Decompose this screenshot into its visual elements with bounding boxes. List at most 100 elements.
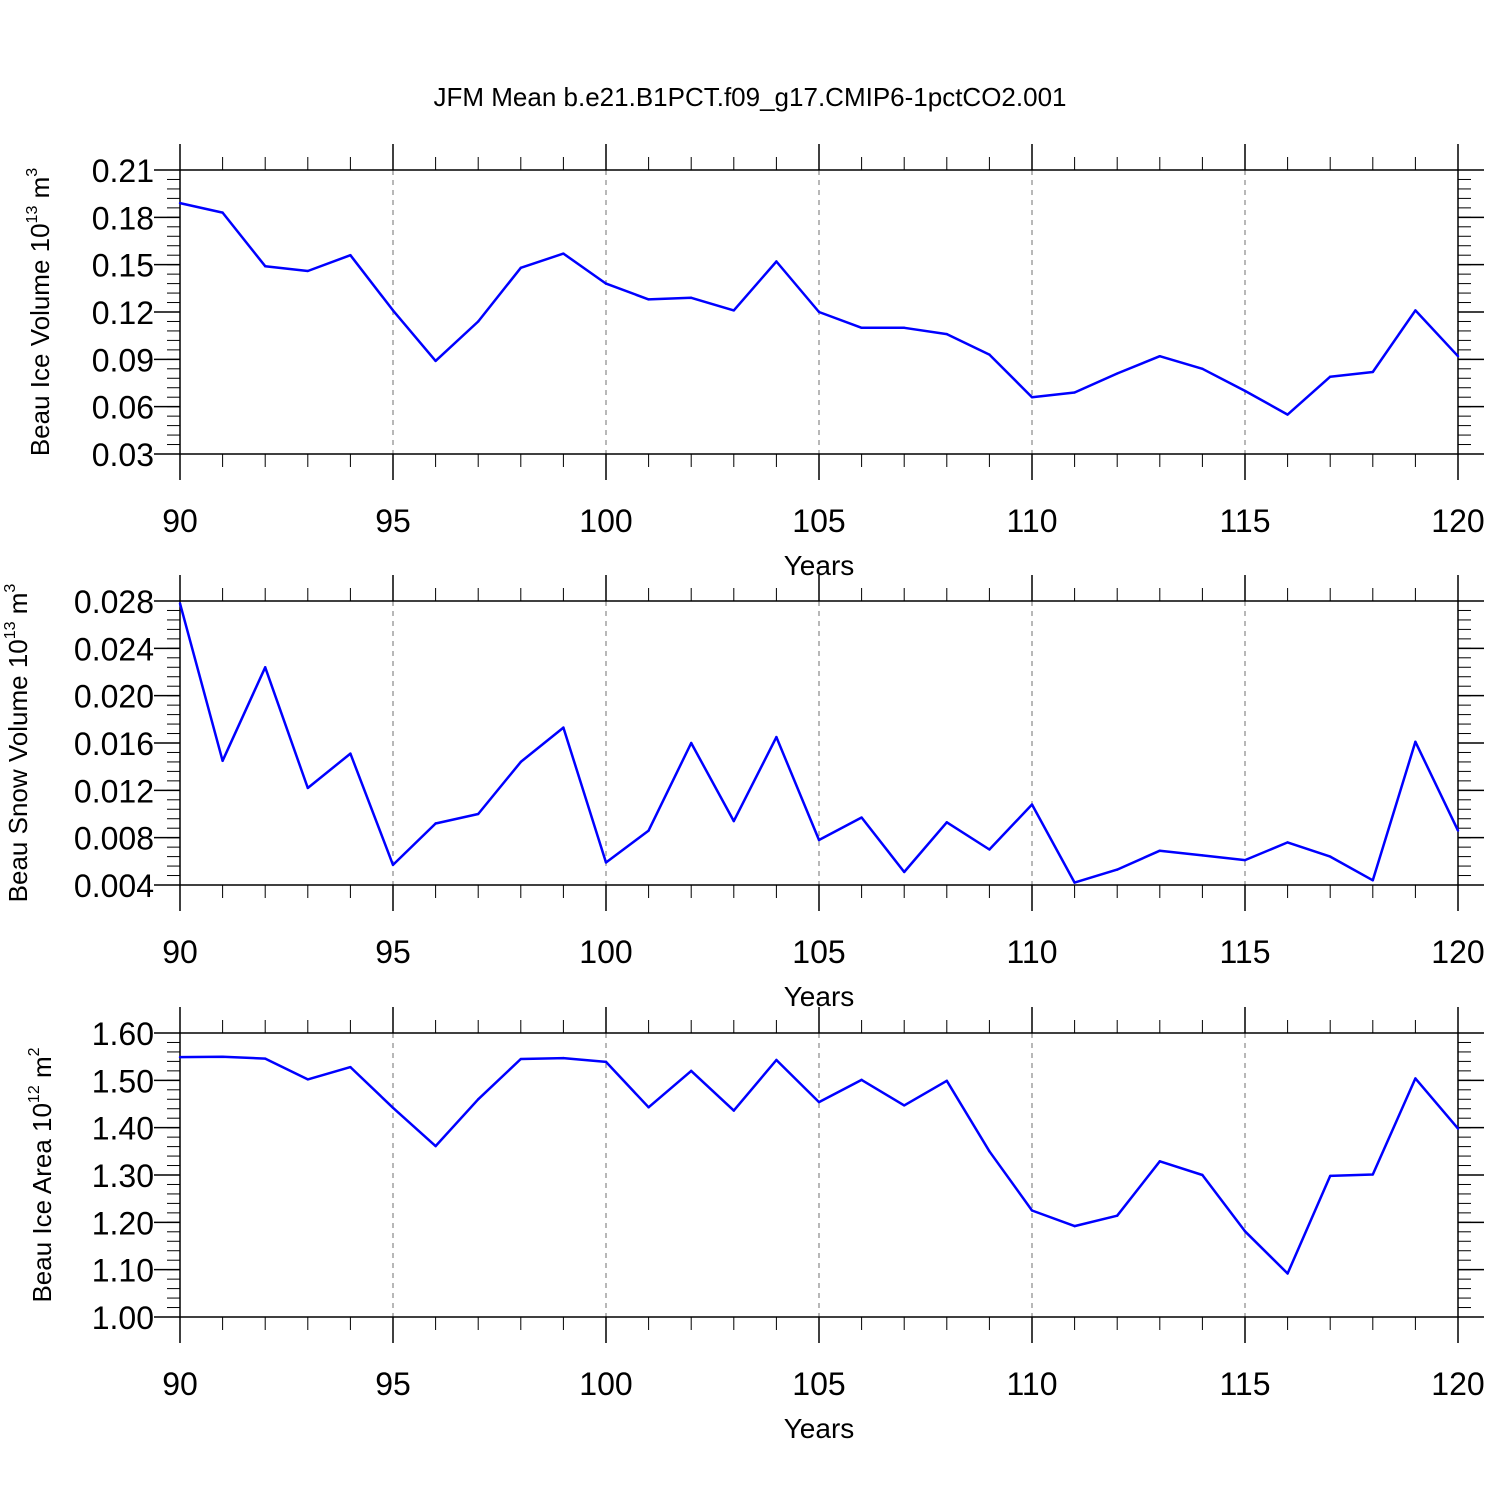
data-point: [178, 1055, 182, 1059]
data-point: [221, 1055, 224, 1058]
y-tick-label: 1.20: [92, 1205, 154, 1241]
data-point: [221, 759, 224, 762]
x-axis-title: Years: [784, 981, 855, 1012]
data-point: [349, 1065, 352, 1069]
ice-volume-panel: 0.03 0.06 0.09 0.12 0.15 0.18 0.21 90 95 100 105 11…: [24, 144, 1485, 581]
data-point: [434, 1144, 437, 1148]
data-point: [817, 310, 821, 314]
data-point: [775, 260, 778, 263]
data-point: [647, 1106, 650, 1109]
data-point: [1201, 1173, 1204, 1177]
x-tick-label: 90: [162, 503, 198, 539]
x-tick-label: 95: [375, 934, 411, 970]
x-tick-label: 90: [162, 934, 198, 970]
y-tick-label: 0.21: [92, 153, 154, 189]
x-tick-label: 115: [1219, 503, 1270, 539]
data-point: [690, 741, 693, 745]
data-point: [349, 752, 352, 755]
data-point: [604, 282, 608, 285]
data-point: [903, 870, 906, 874]
data-point: [264, 666, 267, 669]
data-point: [860, 326, 863, 329]
data-point: [945, 332, 948, 336]
data-point: [391, 1106, 395, 1109]
y-axis-title-unit: m: [25, 177, 55, 206]
y-axis-title-unit-exponent: 3: [24, 168, 41, 177]
data-point: [1371, 879, 1375, 882]
data-point: [562, 726, 565, 729]
y-axis-title: Beau Ice Volume 1013 m3: [24, 168, 55, 456]
x-tick-label: 105: [792, 934, 845, 970]
y-axis-title-unit-exponent: 2: [26, 1047, 43, 1056]
data-point: [775, 735, 778, 739]
data-point: [1201, 367, 1204, 370]
y-tick-label: 0.024: [74, 631, 154, 667]
data-point: [434, 822, 437, 825]
x-tick-label: 115: [1219, 934, 1270, 970]
data-point: [1286, 413, 1289, 416]
snow-volume-panel: 0.004 0.008 0.012 0.016 0.020 0.024 0.028 90 95 1…: [2, 575, 1485, 1012]
data-point: [1030, 396, 1034, 399]
x-tick-label: 120: [1431, 1366, 1484, 1402]
y-axis-title-exponent: 13: [24, 206, 41, 224]
data-point: [1116, 1214, 1119, 1217]
data-point: [264, 265, 267, 268]
data-point: [1116, 868, 1119, 871]
data-point: [306, 1078, 309, 1081]
y-axis-title-exponent: 13: [2, 621, 19, 639]
data-point: [1456, 1127, 1460, 1130]
y-axis-title-unit: m: [27, 1056, 57, 1085]
y-tick-label: 0.06: [92, 390, 154, 426]
data-point: [647, 829, 650, 832]
data-point: [690, 296, 693, 299]
data-point: [477, 812, 480, 816]
y-tick-label: 0.004: [74, 868, 154, 904]
y-tick-label: 0.028: [74, 584, 154, 620]
data-point: [647, 298, 650, 301]
data-point: [1243, 389, 1247, 393]
x-tick-label: 105: [792, 503, 845, 539]
data-point: [1414, 309, 1417, 312]
data-point: [178, 201, 182, 205]
data-point: [775, 1058, 778, 1062]
data-point: [817, 838, 821, 842]
data-point: [732, 819, 735, 823]
data-point: [1414, 740, 1417, 744]
data-point: [1201, 854, 1204, 857]
data-point: [604, 861, 608, 864]
data-point: [988, 848, 991, 851]
data-point: [1414, 1077, 1417, 1080]
y-axis-title-unit-exponent: 3: [2, 584, 19, 593]
y-tick-label: 0.012: [74, 773, 154, 809]
x-tick-label: 95: [375, 1366, 411, 1402]
x-tick-label: 100: [579, 503, 632, 539]
data-point: [1158, 354, 1162, 358]
data-point: [945, 1079, 948, 1083]
data-point: [1456, 829, 1460, 832]
data-point: [732, 1109, 735, 1112]
x-tick-label: 105: [792, 1366, 845, 1402]
y-tick-label: 1.00: [92, 1300, 154, 1336]
data-point: [903, 326, 906, 329]
data-point: [519, 266, 522, 270]
x-tick-label: 110: [1006, 934, 1057, 970]
data-point: [1371, 370, 1375, 374]
x-tick-label: 115: [1219, 1366, 1270, 1402]
y-tick-label: 1.30: [92, 1158, 154, 1194]
y-axis-title-exponent: 12: [26, 1085, 43, 1103]
data-point: [562, 252, 565, 255]
data-point: [1243, 858, 1247, 862]
y-tick-label: 0.15: [92, 248, 154, 284]
x-tick-label: 100: [579, 1366, 632, 1402]
data-point: [1329, 1174, 1332, 1178]
x-tick-label: 120: [1431, 934, 1484, 970]
x-tick-label: 90: [162, 1366, 198, 1402]
y-axis-title-unit: m: [3, 593, 33, 622]
chart-title: JFM Mean b.e21.B1PCT.f09_g17.CMIP6-1pctC…: [434, 82, 1067, 112]
data-point: [1030, 803, 1034, 806]
y-axis-title: Beau Ice Area 1012 m2: [26, 1047, 57, 1302]
data-point: [1371, 1173, 1375, 1176]
data-point: [1158, 1160, 1162, 1163]
data-point: [817, 1100, 821, 1104]
